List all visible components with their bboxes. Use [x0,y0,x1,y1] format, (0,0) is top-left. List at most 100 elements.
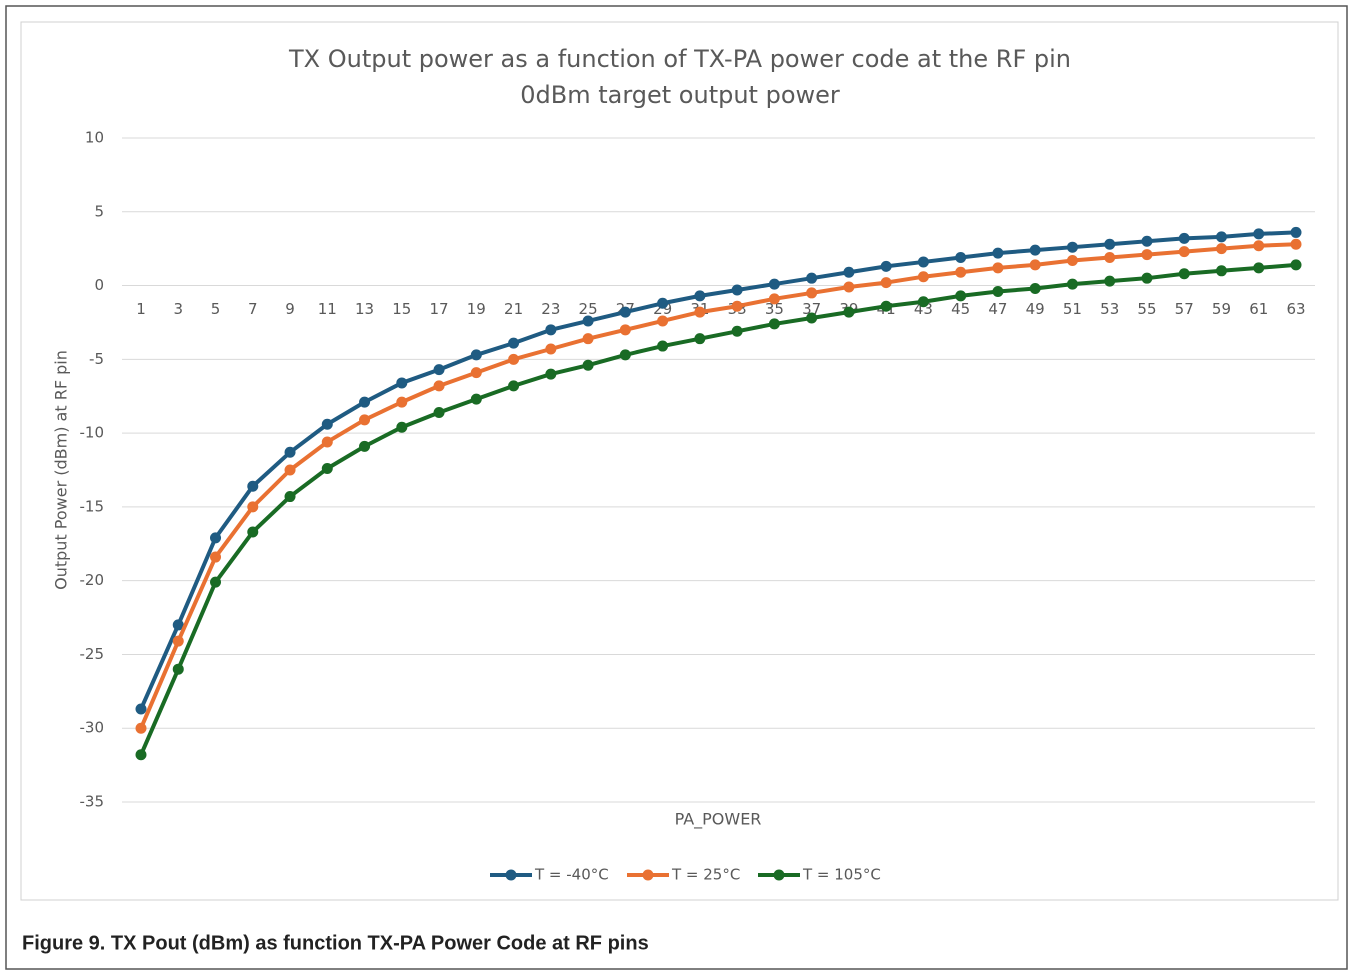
data-point [359,396,371,408]
x-tick-label: 21 [504,300,523,318]
data-point [1141,235,1153,247]
data-point [433,406,445,418]
x-tick-label: 1 [136,300,146,318]
data-point [768,318,780,330]
data-point [359,440,371,452]
data-point [992,247,1004,259]
data-point [955,252,967,264]
data-point [1104,238,1116,250]
series-line [139,262,1297,756]
y-tick-label: -10 [80,424,105,442]
data-point [694,306,706,318]
y-tick-label: -5 [89,350,104,368]
data-point [396,421,408,433]
data-point [917,296,929,308]
data-point [172,663,184,675]
x-tick-label: 59 [1212,300,1231,318]
data-point [210,551,222,563]
data-point [694,290,706,302]
x-tick-label: 3 [173,300,183,318]
y-tick-label: 10 [85,129,104,147]
data-point [433,364,445,376]
data-point [508,380,520,392]
x-tick-label: 7 [248,300,258,318]
data-point [1253,240,1265,252]
data-point [1141,249,1153,261]
data-point [1178,232,1190,244]
data-point [1253,228,1265,240]
data-point [470,367,482,379]
data-point [545,343,557,355]
legend-label: T = 25°C [671,866,740,884]
data-point [1253,262,1265,274]
data-point [172,619,184,631]
legend-label: T = -40°C [534,866,609,884]
x-tick-label: 61 [1249,300,1268,318]
data-point [955,290,967,302]
data-point [731,284,743,296]
data-point [806,287,818,299]
y-tick-label: 5 [94,202,104,220]
data-point [1066,254,1078,266]
data-point [284,464,296,476]
data-point [247,526,259,538]
x-tick-label: 43 [914,300,933,318]
data-point [284,491,296,503]
data-point [1029,244,1041,256]
data-point [1141,272,1153,284]
legend-marker [505,869,517,881]
y-axis-title: Output Power (dBm) at RF pin [52,350,71,590]
data-point [210,576,222,588]
figure-frame [5,5,1348,970]
data-point [806,312,818,324]
data-point [545,368,557,380]
data-point [545,324,557,336]
data-point [619,349,631,361]
data-point [992,262,1004,274]
data-point [1215,265,1227,277]
data-point [582,359,594,371]
y-tick-label: 0 [94,276,104,294]
data-point [992,285,1004,297]
data-point [1066,278,1078,290]
data-point [1290,259,1302,271]
data-point [470,349,482,361]
data-point [135,703,147,715]
data-point [508,353,520,365]
data-point [731,325,743,337]
data-point [1104,275,1116,287]
data-point [880,300,892,312]
data-point [806,272,818,284]
y-tick-label: -20 [80,571,105,589]
data-point [1178,246,1190,258]
data-point [582,315,594,327]
data-point [321,436,333,448]
x-tick-label: 49 [1026,300,1045,318]
y-tick-label: -35 [80,793,105,811]
series-line [139,230,1297,710]
legend-marker [642,869,654,881]
data-point [843,266,855,278]
data-point [955,266,967,278]
chart-frame [20,21,1339,901]
data-point [284,446,296,458]
figure-caption: Figure 9. TX Pout (dBm) as function TX-P… [22,932,649,954]
data-point [880,277,892,289]
data-point [843,281,855,293]
data-point [768,278,780,290]
x-tick-label: 17 [430,300,449,318]
data-point [1215,231,1227,243]
data-point [433,380,445,392]
x-tick-label: 9 [285,300,295,318]
y-tick-label: -25 [80,645,105,663]
data-point [917,271,929,283]
x-tick-label: 23 [541,300,560,318]
data-point [880,260,892,272]
data-point [619,324,631,336]
data-point [210,532,222,544]
x-tick-label: 45 [951,300,970,318]
data-point [396,396,408,408]
data-point [1029,283,1041,295]
x-tick-label: 15 [392,300,411,318]
data-point [247,480,259,492]
